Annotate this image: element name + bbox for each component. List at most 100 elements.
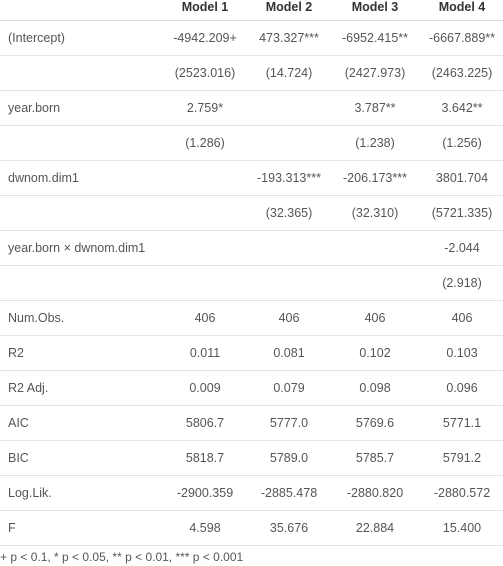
row-label xyxy=(0,195,161,231)
row-label: R2 Adj. xyxy=(0,370,161,406)
row-label: BIC xyxy=(0,440,161,476)
table-row: AIC 5806.7 5777.0 5769.6 5771.1 xyxy=(0,405,503,441)
model-1-cell: 0.009 xyxy=(161,370,249,406)
model-2-cell xyxy=(249,90,329,126)
model-2-cell: 5789.0 xyxy=(249,440,329,476)
significance-footnote: + p < 0.1, * p < 0.05, ** p < 0.01, *** … xyxy=(0,550,244,564)
model-4-cell: -2880.572 xyxy=(421,475,503,511)
model-2-cell xyxy=(249,230,329,266)
table-row: year.born 2.759* 3.787** 3.642** xyxy=(0,90,503,126)
model-2-cell xyxy=(249,265,329,301)
model-2-cell: -2885.478 xyxy=(249,475,329,511)
model-1-cell: 0.011 xyxy=(161,335,249,371)
model-2-cell xyxy=(249,125,329,161)
row-label xyxy=(0,265,161,301)
model-3-cell: 0.098 xyxy=(329,370,421,406)
row-label: dwnom.dim1 xyxy=(0,160,161,196)
model-1-cell: 2.759* xyxy=(161,90,249,126)
model-4-cell: (5721.335) xyxy=(421,195,503,231)
row-label: R2 xyxy=(0,335,161,371)
row-label xyxy=(0,55,161,91)
table-body: (Intercept) -4942.209+ 473.327*** -6952.415… xyxy=(0,20,503,546)
header-model-1: Model 1 xyxy=(161,0,249,21)
model-2-cell: 473.327*** xyxy=(249,20,329,56)
model-3-cell xyxy=(329,265,421,301)
model-3-cell: -6952.415** xyxy=(329,20,421,56)
row-label: AIC xyxy=(0,405,161,441)
model-1-cell xyxy=(161,230,249,266)
regression-table: Model 1 Model 2 Model 3 Model 4 (Interce… xyxy=(0,0,503,546)
table-row: Num.Obs. 406 406 406 406 xyxy=(0,300,503,336)
header-label-cell xyxy=(0,0,161,21)
model-4-cell: 5791.2 xyxy=(421,440,503,476)
table-row: (2.918) xyxy=(0,265,503,301)
model-1-cell xyxy=(161,265,249,301)
header-model-3: Model 3 xyxy=(329,0,421,21)
table-row: BIC 5818.7 5789.0 5785.7 5791.2 xyxy=(0,440,503,476)
table-row: (32.365) (32.310) (5721.335) xyxy=(0,195,503,231)
table-row: year.born × dwnom.dim1 -2.044 xyxy=(0,230,503,266)
model-3-cell: 0.102 xyxy=(329,335,421,371)
model-2-cell: (32.365) xyxy=(249,195,329,231)
model-1-cell: -4942.209+ xyxy=(161,20,249,56)
header-model-4: Model 4 xyxy=(421,0,503,21)
row-label: year.born xyxy=(0,90,161,126)
header-row: Model 1 Model 2 Model 3 Model 4 xyxy=(0,0,503,21)
table-row: Log.Lik. -2900.359 -2885.478 -2880.820 -2880… xyxy=(0,475,503,511)
model-3-cell: 22.884 xyxy=(329,510,421,546)
table-row: R2 0.011 0.081 0.102 0.103 xyxy=(0,335,503,371)
model-4-cell: 0.103 xyxy=(421,335,503,371)
model-4-cell: (2463.225) xyxy=(421,55,503,91)
model-1-cell: 4.598 xyxy=(161,510,249,546)
model-4-cell: (2.918) xyxy=(421,265,503,301)
model-2-cell: -193.313*** xyxy=(249,160,329,196)
model-3-cell: (32.310) xyxy=(329,195,421,231)
model-3-cell: 406 xyxy=(329,300,421,336)
row-label: (Intercept) xyxy=(0,20,161,56)
model-3-cell: (1.238) xyxy=(329,125,421,161)
table-row: (2523.016) (14.724) (2427.973) (2463.225) xyxy=(0,55,503,91)
row-label: Num.Obs. xyxy=(0,300,161,336)
model-4-cell: 0.096 xyxy=(421,370,503,406)
model-3-cell: -206.173*** xyxy=(329,160,421,196)
model-2-cell: 0.079 xyxy=(249,370,329,406)
row-label xyxy=(0,125,161,161)
header-model-2: Model 2 xyxy=(249,0,329,21)
model-3-cell: 5785.7 xyxy=(329,440,421,476)
row-label: Log.Lik. xyxy=(0,475,161,511)
model-4-cell: 3.642** xyxy=(421,90,503,126)
model-4-cell: 406 xyxy=(421,300,503,336)
model-1-cell xyxy=(161,195,249,231)
model-3-cell: (2427.973) xyxy=(329,55,421,91)
model-2-cell: 406 xyxy=(249,300,329,336)
model-3-cell: 5769.6 xyxy=(329,405,421,441)
model-2-cell: 0.081 xyxy=(249,335,329,371)
model-4-cell: 3801.704 xyxy=(421,160,503,196)
model-1-cell: -2900.359 xyxy=(161,475,249,511)
row-label: year.born × dwnom.dim1 xyxy=(0,230,161,266)
model-3-cell: 3.787** xyxy=(329,90,421,126)
model-2-cell: (14.724) xyxy=(249,55,329,91)
model-1-cell: 406 xyxy=(161,300,249,336)
model-1-cell: 5818.7 xyxy=(161,440,249,476)
row-label: F xyxy=(0,510,161,546)
model-1-cell: 5806.7 xyxy=(161,405,249,441)
model-4-cell: 5771.1 xyxy=(421,405,503,441)
table-row: (Intercept) -4942.209+ 473.327*** -6952.415… xyxy=(0,20,503,56)
model-1-cell xyxy=(161,160,249,196)
model-2-cell: 35.676 xyxy=(249,510,329,546)
model-4-cell: -6667.889** xyxy=(421,20,503,56)
table-row: F 4.598 35.676 22.884 15.400 xyxy=(0,510,503,546)
model-3-cell: -2880.820 xyxy=(329,475,421,511)
model-4-cell: (1.256) xyxy=(421,125,503,161)
model-2-cell: 5777.0 xyxy=(249,405,329,441)
table-row: dwnom.dim1 -193.313*** -206.173*** 3801.704 xyxy=(0,160,503,196)
model-4-cell: 15.400 xyxy=(421,510,503,546)
model-3-cell xyxy=(329,230,421,266)
model-4-cell: -2.044 xyxy=(421,230,503,266)
table-row: (1.286) (1.238) (1.256) xyxy=(0,125,503,161)
model-1-cell: (2523.016) xyxy=(161,55,249,91)
model-1-cell: (1.286) xyxy=(161,125,249,161)
table-row: R2 Adj. 0.009 0.079 0.098 0.096 xyxy=(0,370,503,406)
